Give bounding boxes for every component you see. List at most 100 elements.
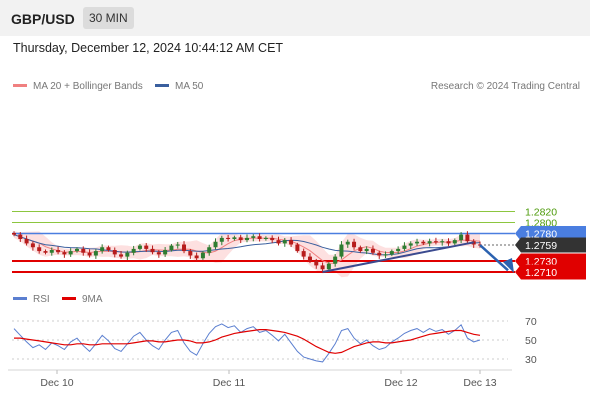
candle-body [320,265,325,270]
rsi-line [13,323,481,363]
candle-body [12,232,16,235]
candle-body [24,239,29,244]
ma20-legend-swatch [13,84,27,87]
candle-body [333,256,338,264]
timestamp: Thursday, December 12, 2024 10:44:12 AM … [13,41,284,55]
ma50-legend-label: MA 50 [175,81,204,92]
candle-body [169,245,174,250]
candle-body [427,241,432,244]
candle-body [119,254,124,257]
rsi-legend-label: RSI [33,294,50,305]
annotations [322,241,514,273]
candle-body [18,234,23,239]
rsi-tick-label: 70 [525,316,537,328]
ma9-legend-label: 9MA [82,294,103,305]
candle-body [452,240,457,244]
candle-body [131,248,136,253]
candle-body [295,244,300,252]
candle-body [421,241,426,244]
candle-body [238,237,243,241]
forecast-arrow-head [503,258,514,273]
candle-body [459,234,464,241]
rsi-tick-label: 50 [525,335,537,347]
level-label: 1.2820 [525,207,557,219]
candle-body [251,236,256,238]
time-tick-label: Dec 13 [463,377,496,389]
candle-body [440,241,445,243]
level-label: 1.2759 [525,240,557,252]
candle-body [156,252,161,255]
candle-body [415,241,420,244]
candle-body [200,252,205,259]
candle-body [74,248,79,252]
candle-body [433,241,438,243]
level-label-box [515,237,586,253]
candle-body [62,252,67,255]
price-levels [12,211,515,273]
candle-body [56,250,61,253]
ma20-legend-label: MA 20 + Bollinger Bands [33,81,143,92]
candle-body [213,241,218,248]
candle-body [188,251,193,256]
candle-body [30,243,35,248]
candle-body [377,252,382,256]
candle-body [402,245,407,249]
candle-body [100,247,105,252]
rsi-legend-swatch [13,297,27,300]
time-axis: Dec 10 Dec 11 Dec 12 Dec 13 [8,369,512,389]
candle-body [270,237,275,241]
candle-body [257,236,262,239]
candle-body [339,244,344,257]
forecast-arrow-shaft [479,244,509,272]
candle-body [137,245,142,249]
candle-body [175,244,180,246]
time-tick-label: Dec 11 [213,377,246,389]
interval-badge[interactable]: 30 MIN [83,7,134,29]
candle-body [226,237,231,239]
candle-body [37,247,42,252]
candle-body [125,252,130,257]
time-tick-label: Dec 10 [40,377,73,389]
candle-body [81,248,86,253]
candle-body [106,247,111,250]
time-tick-label: Dec 12 [384,377,417,389]
credit-text: Research © 2024 Trading Central [431,81,580,92]
candle-body [301,251,306,257]
level-label-box [515,264,586,280]
candle-body [93,251,98,256]
candle-body [232,237,237,239]
candle-body [370,248,375,253]
candle-body [87,252,92,256]
candle-body [446,241,451,244]
rsi-panel: 70 50 30 [12,316,537,366]
ma9-legend-swatch [62,297,76,300]
candle-body [364,248,369,252]
candles [12,231,482,272]
symbol-title: GBP/USD [11,11,75,27]
candle-body [345,241,350,245]
candle-body [396,248,401,252]
candle-body [314,261,319,266]
ma9-line [14,329,481,354]
candle-body [289,240,294,245]
candle-body [163,250,168,255]
level-label-box [515,226,586,241]
candle-body [49,250,54,253]
candle-body [150,248,155,253]
candle-body [276,240,281,244]
candle-body [465,234,470,242]
candle-body [326,263,331,270]
bollinger-bands [14,231,480,278]
ma50-line [13,234,481,256]
bollinger-band-area [14,231,480,278]
rsi-tick-label: 30 [525,354,537,366]
candle-body [219,237,224,242]
candle-body [389,251,394,255]
candle-body [245,237,249,241]
candle-body [194,255,199,259]
candle-body [112,250,117,255]
candle-body [478,244,482,246]
candle-body [68,251,73,255]
